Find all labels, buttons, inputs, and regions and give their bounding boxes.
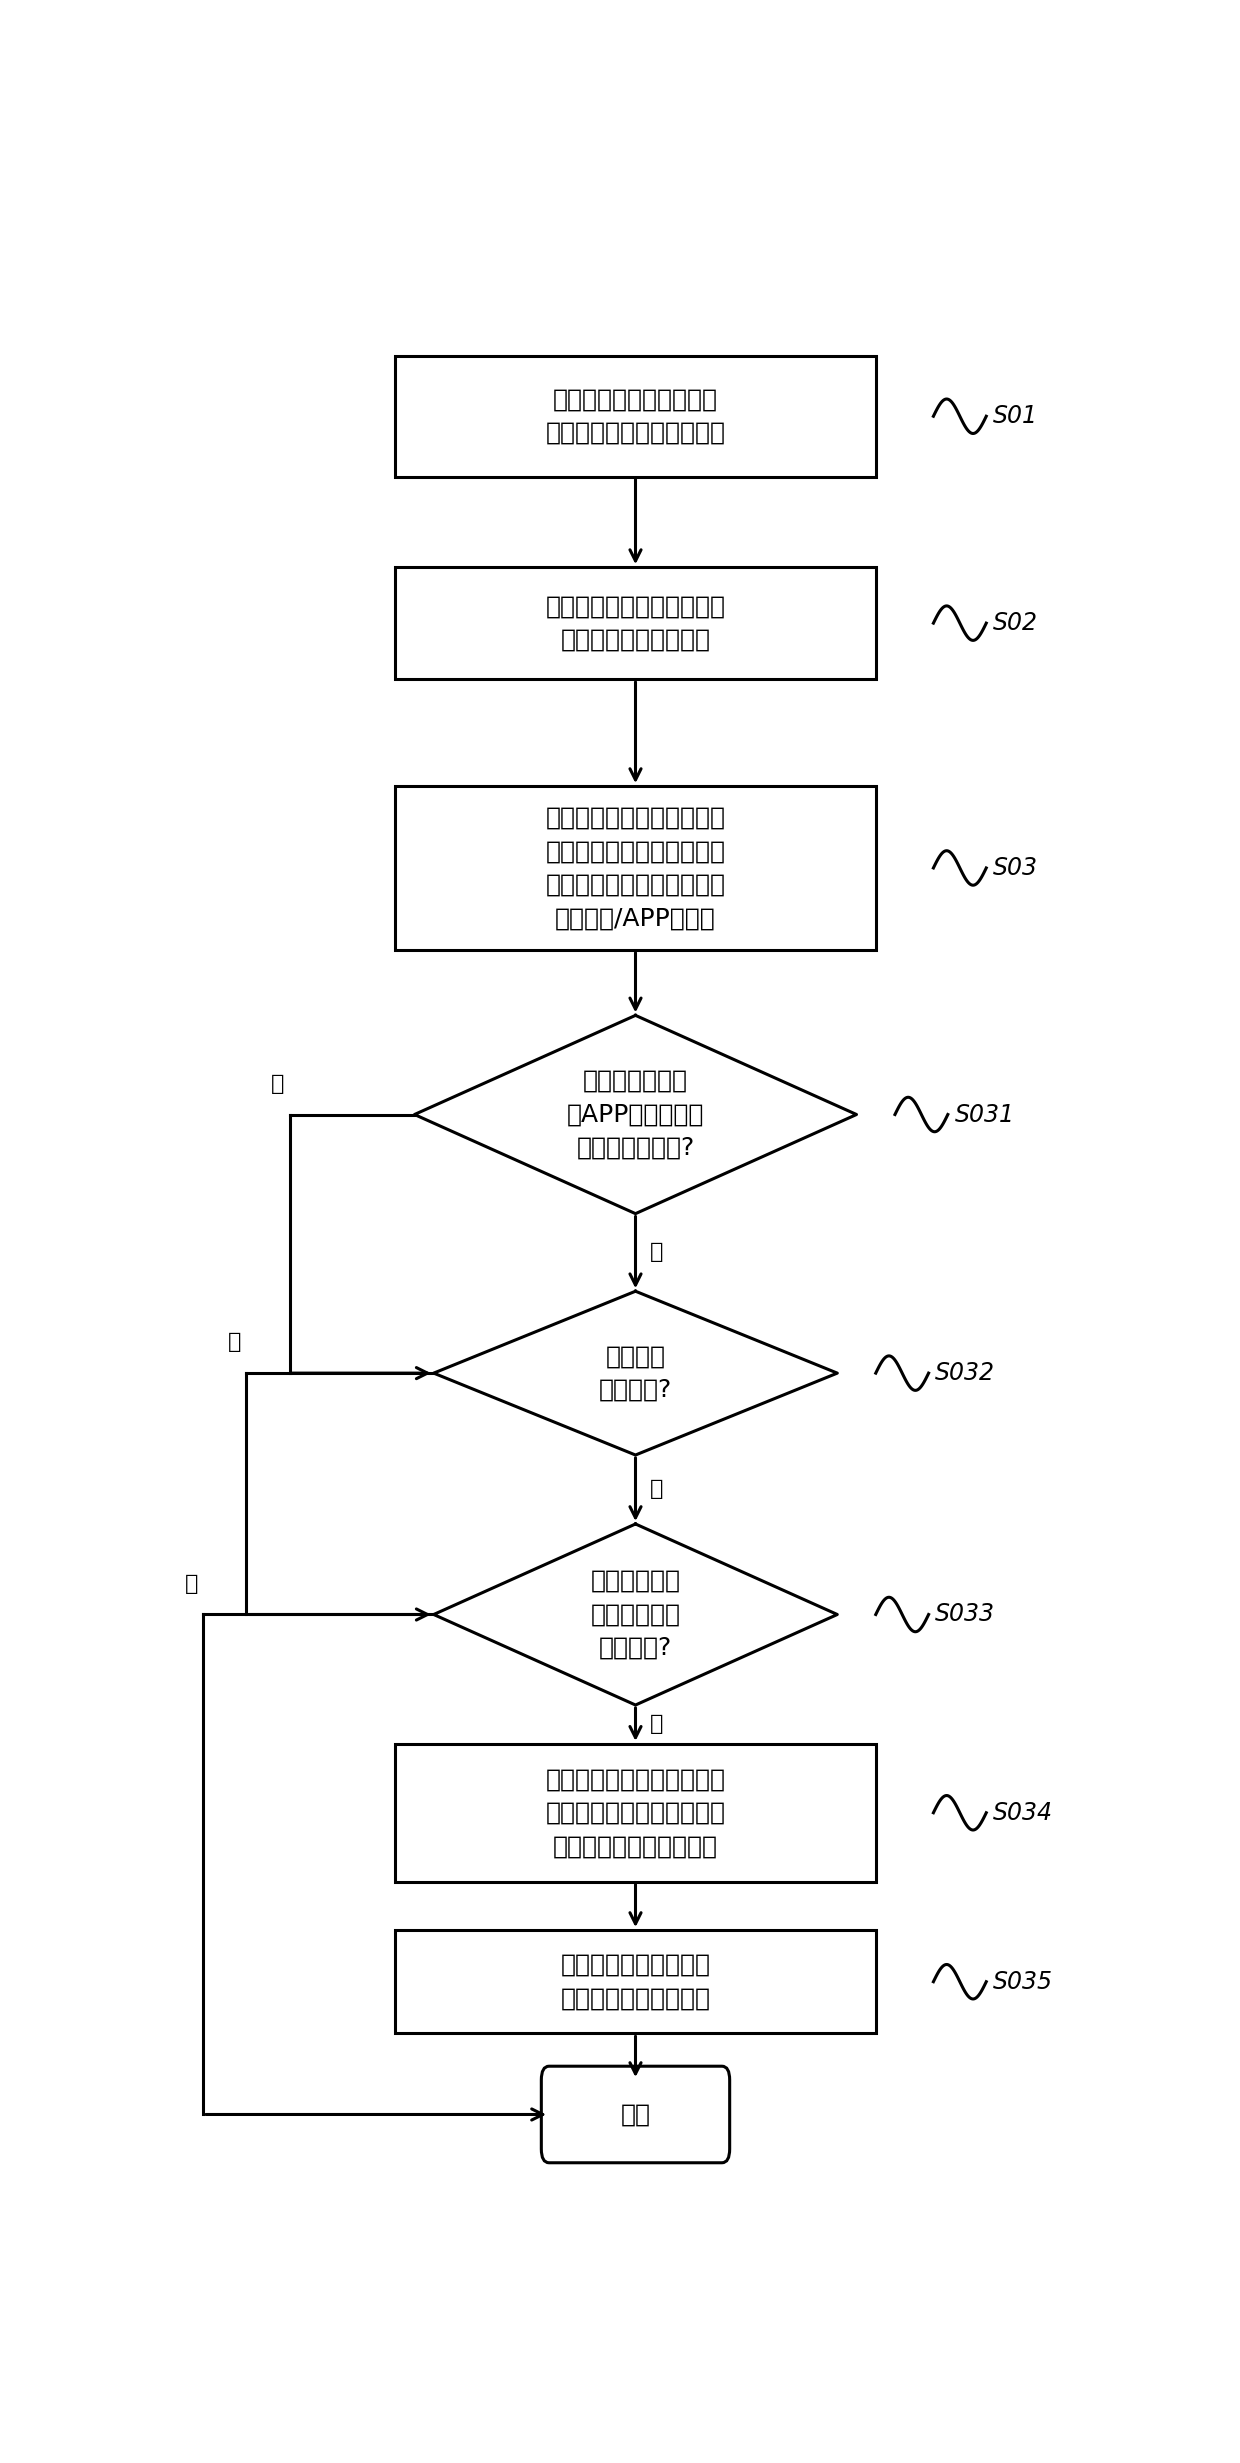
Text: 云端管理服务子系统启动，
初始化数据中心数据库: 云端管理服务子系统启动， 初始化数据中心数据库 bbox=[546, 594, 725, 653]
Text: 是: 是 bbox=[650, 1714, 663, 1734]
Text: 否: 否 bbox=[272, 1074, 285, 1094]
Text: 用户是否
成功登陆?: 用户是否 成功登陆? bbox=[599, 1345, 672, 1401]
Text: S034: S034 bbox=[993, 1800, 1053, 1825]
Text: 判断用户知情
许可协议是否
同意成功?: 判断用户知情 许可协议是否 同意成功? bbox=[590, 1569, 681, 1660]
Text: 否: 否 bbox=[185, 1574, 198, 1594]
Text: 对获取的屏幕录制视频流数
据进行检测并上传至云服务
器中的视频流存储数据库: 对获取的屏幕录制视频流数 据进行检测并上传至云服务 器中的视频流存储数据库 bbox=[546, 1768, 725, 1857]
Text: 对获取的屏幕录制视频
数据流进行检测并上传: 对获取的屏幕录制视频 数据流进行检测并上传 bbox=[560, 1953, 711, 2010]
FancyBboxPatch shape bbox=[396, 1744, 875, 1882]
Text: 构建智能录屏采集电脑及
移动终端用户行为数据系统: 构建智能录屏采集电脑及 移动终端用户行为数据系统 bbox=[546, 387, 725, 446]
Text: 电脑及移动终端设备在智能
录屏采集电脑及移动终端用
户行为数据系统支持下安装
应用程序/APP并运行: 电脑及移动终端设备在智能 录屏采集电脑及移动终端用 户行为数据系统支持下安装 应… bbox=[546, 805, 725, 931]
Text: 是: 是 bbox=[650, 1480, 663, 1500]
FancyBboxPatch shape bbox=[396, 1931, 875, 2034]
FancyBboxPatch shape bbox=[396, 566, 875, 680]
Text: 结束: 结束 bbox=[620, 2103, 651, 2126]
FancyBboxPatch shape bbox=[396, 786, 875, 951]
Text: S032: S032 bbox=[935, 1362, 996, 1384]
Text: S035: S035 bbox=[993, 1970, 1053, 1993]
Text: S02: S02 bbox=[993, 611, 1038, 635]
Text: S01: S01 bbox=[993, 404, 1038, 429]
FancyBboxPatch shape bbox=[396, 355, 875, 478]
Text: S031: S031 bbox=[955, 1103, 1014, 1126]
Text: S03: S03 bbox=[993, 857, 1038, 879]
Text: S033: S033 bbox=[935, 1603, 996, 1626]
Text: 是: 是 bbox=[650, 1241, 663, 1264]
FancyBboxPatch shape bbox=[542, 2066, 729, 2163]
Text: 检测是否成功安
装APP、应用程序
并进行权限申请?: 检测是否成功安 装APP、应用程序 并进行权限申请? bbox=[567, 1069, 704, 1160]
Text: 否: 否 bbox=[228, 1332, 242, 1352]
